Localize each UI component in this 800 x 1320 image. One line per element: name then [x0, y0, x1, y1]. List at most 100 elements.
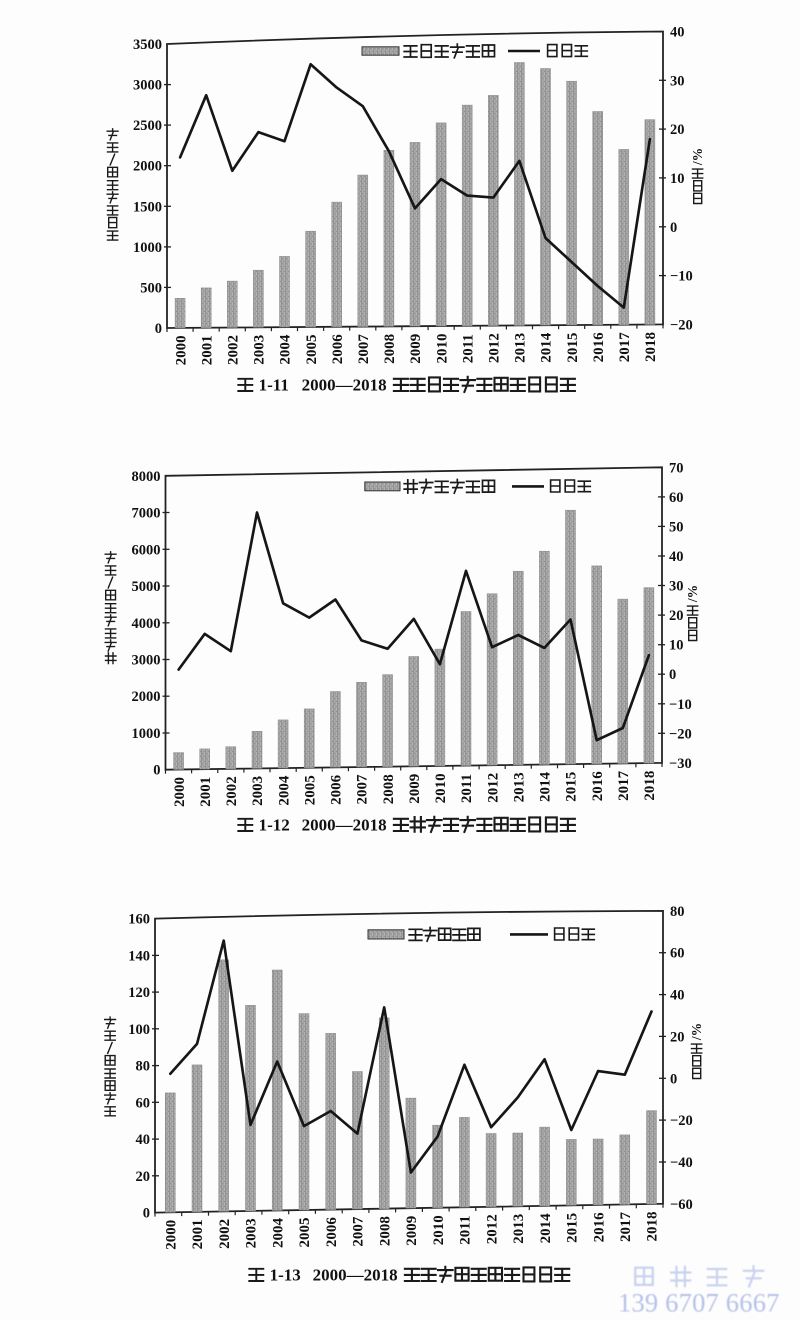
svg-text:2000: 2000: [133, 159, 162, 175]
svg-text:2015: 2015: [565, 333, 581, 363]
svg-text:80: 80: [670, 904, 685, 920]
svg-text:2014: 2014: [539, 332, 555, 363]
svg-text:139 6707 6667: 139 6707 6667: [618, 1288, 780, 1318]
svg-text:1500: 1500: [133, 199, 162, 215]
svg-text:80: 80: [136, 1059, 151, 1075]
svg-text:2005: 2005: [302, 775, 318, 805]
svg-text:2016: 2016: [591, 332, 607, 363]
svg-text:2012: 2012: [484, 1214, 500, 1244]
svg-text:2017: 2017: [618, 1212, 634, 1243]
svg-text:20: 20: [669, 608, 684, 624]
svg-text:2018: 2018: [643, 332, 659, 362]
svg-text:2007: 2007: [351, 1216, 367, 1247]
svg-text:2000—2018: 2000—2018: [313, 1265, 398, 1284]
svg-text:1-11: 1-11: [259, 375, 289, 394]
svg-text:2006: 2006: [330, 334, 346, 365]
svg-text:2002: 2002: [217, 1219, 233, 1249]
svg-text:2006: 2006: [329, 774, 345, 805]
svg-text:2000: 2000: [172, 777, 188, 807]
svg-text:−20: −20: [669, 726, 692, 742]
svg-text:1000: 1000: [132, 726, 161, 742]
svg-text:2008: 2008: [382, 334, 398, 364]
svg-text:7000: 7000: [132, 506, 161, 522]
svg-text:−60: −60: [670, 1197, 693, 1213]
svg-text:140: 140: [128, 948, 150, 964]
svg-text:2004: 2004: [276, 775, 292, 806]
svg-text:2017: 2017: [616, 770, 632, 801]
svg-text:2008: 2008: [377, 1216, 393, 1246]
svg-text:−30: −30: [669, 756, 692, 772]
svg-text:2011: 2011: [458, 1216, 474, 1245]
svg-text:2015: 2015: [564, 772, 580, 802]
svg-text:−10: −10: [670, 269, 693, 285]
svg-text:2016: 2016: [591, 1212, 607, 1243]
svg-text:40: 40: [670, 988, 685, 1004]
svg-text:60: 60: [669, 490, 684, 506]
svg-text:2012: 2012: [485, 773, 501, 803]
svg-text:5000: 5000: [132, 579, 161, 595]
svg-text:70: 70: [669, 460, 684, 476]
svg-text:20: 20: [670, 122, 685, 138]
svg-text:2001: 2001: [190, 1219, 206, 1249]
svg-text:−10: −10: [669, 697, 692, 713]
svg-text:2010: 2010: [434, 334, 450, 364]
svg-text:4000: 4000: [132, 616, 161, 632]
svg-text:/%: /%: [685, 585, 700, 603]
svg-text:2015: 2015: [565, 1213, 581, 1243]
svg-text:2003: 2003: [252, 335, 268, 365]
svg-text:2016: 2016: [590, 771, 606, 802]
svg-text:2014: 2014: [538, 772, 554, 803]
svg-text:2011: 2011: [459, 774, 475, 803]
svg-text:2008: 2008: [381, 774, 397, 804]
svg-text:2005: 2005: [297, 1218, 313, 1248]
svg-text:2003: 2003: [244, 1218, 260, 1248]
svg-text:2004: 2004: [270, 1218, 286, 1249]
svg-text:3000: 3000: [133, 78, 162, 94]
svg-text:2000: 2000: [173, 335, 189, 365]
svg-text:−40: −40: [670, 1155, 693, 1171]
svg-text:/%: /%: [690, 148, 705, 166]
svg-text:2000: 2000: [164, 1220, 180, 1250]
svg-text:2004: 2004: [278, 334, 294, 365]
svg-text:2001: 2001: [199, 335, 215, 365]
svg-text:160: 160: [128, 912, 150, 928]
svg-text:2002: 2002: [226, 335, 242, 365]
svg-text:10: 10: [669, 638, 684, 654]
svg-text:1-12: 1-12: [259, 815, 290, 834]
svg-text:2002: 2002: [224, 776, 240, 806]
svg-text:2007: 2007: [355, 774, 371, 805]
svg-text:0: 0: [669, 667, 676, 683]
svg-text:0: 0: [670, 1071, 677, 1087]
svg-text:20: 20: [670, 1029, 685, 1045]
svg-text:0: 0: [155, 321, 162, 337]
svg-text:2005: 2005: [304, 335, 320, 365]
svg-text:2003: 2003: [250, 776, 266, 806]
svg-text:40: 40: [669, 549, 684, 565]
svg-text:2006: 2006: [324, 1217, 340, 1248]
svg-text:2013: 2013: [511, 1214, 527, 1244]
svg-text:−20: −20: [670, 317, 693, 333]
svg-text:−20: −20: [670, 1113, 693, 1129]
svg-text:2009: 2009: [404, 1216, 420, 1246]
svg-text:2500: 2500: [133, 118, 162, 134]
svg-text:2007: 2007: [356, 334, 372, 365]
svg-text:60: 60: [136, 1095, 151, 1111]
svg-text:2009: 2009: [408, 334, 424, 364]
svg-text:3500: 3500: [133, 37, 162, 53]
svg-text:10: 10: [670, 171, 685, 187]
svg-text:0: 0: [143, 1206, 150, 1222]
svg-text:20: 20: [136, 1169, 151, 1185]
svg-text:8000: 8000: [132, 469, 161, 485]
svg-text:2018: 2018: [645, 1212, 661, 1242]
svg-text:2018: 2018: [642, 771, 658, 801]
svg-text:40: 40: [136, 1132, 151, 1148]
svg-text:60: 60: [670, 946, 685, 962]
svg-text:2011: 2011: [460, 334, 476, 363]
svg-text:120: 120: [128, 985, 150, 1001]
svg-text:2017: 2017: [617, 332, 633, 363]
svg-text:/%: /%: [689, 1023, 704, 1041]
svg-text:2001: 2001: [198, 777, 214, 807]
svg-text:2010: 2010: [431, 1215, 447, 1245]
svg-text:1-13: 1-13: [270, 1265, 301, 1284]
svg-text:2013: 2013: [513, 333, 529, 363]
